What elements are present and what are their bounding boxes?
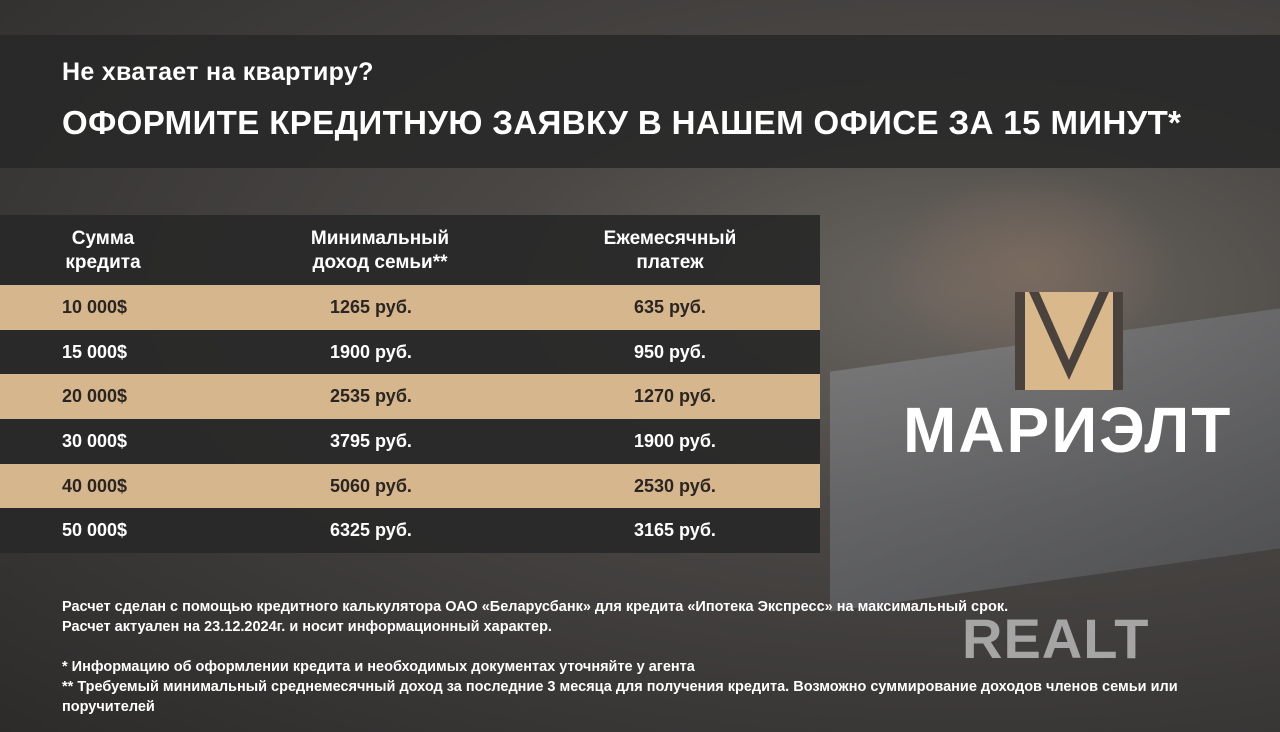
- header-loan-amount: Сумма кредита: [65, 228, 141, 273]
- note-asterisk: * Информацию об оформлении кредита и нео…: [62, 659, 695, 675]
- note-calc: Расчет сделан с помощью кредитного кальк…: [62, 599, 1009, 615]
- cell-monthly-payment: 1900 руб.: [634, 431, 716, 452]
- banner-headline: ОФОРМИТЕ КРЕДИТНУЮ ЗАЯВКУ В НАШЕМ ОФИСЕ …: [62, 104, 1182, 141]
- cell-min-income: 1265 руб.: [330, 297, 412, 317]
- cell-min-income: 3795 руб.: [330, 431, 412, 452]
- header-min-income: Минимальный доход семьи**: [310, 228, 450, 273]
- cell-loan-amount: 50 000$: [62, 520, 128, 541]
- note-double-asterisk: ** Требуемый минимальный среднемесячный …: [62, 679, 1178, 715]
- cell-monthly-payment: 950 руб.: [634, 341, 706, 362]
- marielt-logo-icon: [1015, 292, 1123, 390]
- cell-min-income: 6325 руб.: [330, 520, 412, 541]
- cell-monthly-payment: 3165 руб.: [634, 520, 716, 541]
- cell-monthly-payment: 1270 руб.: [634, 386, 716, 407]
- table-row: 10 000$ 1265 руб. 635 руб.: [0, 285, 820, 330]
- cell-loan-amount: 30 000$: [62, 431, 128, 452]
- note-date: Расчет актуален на 23.12.2024г. и носит …: [62, 619, 552, 635]
- footnotes: Расчет сделан с помощью кредитного кальк…: [62, 597, 1252, 717]
- cell-monthly-payment: 2530 руб.: [634, 475, 716, 496]
- cell-loan-amount: 40 000$: [62, 475, 128, 496]
- cell-min-income: 5060 руб.: [330, 475, 412, 496]
- brand-name: МАРИЭЛТ: [903, 394, 1233, 466]
- cell-min-income: 2535 руб.: [330, 386, 412, 407]
- banner-question: Не хватает на квартиру?: [62, 58, 374, 86]
- table-row: 15 000$ 1900 руб. 950 руб.: [0, 329, 820, 375]
- table-row: 30 000$ 3795 руб. 1900 руб.: [0, 419, 820, 464]
- cell-loan-amount: 15 000$: [62, 341, 128, 362]
- header-monthly-payment: Ежемесячный платеж: [603, 228, 737, 273]
- table-row: 20 000$ 2535 руб. 1270 руб.: [0, 374, 820, 420]
- table-row: 50 000$ 6325 руб. 3165 руб.: [0, 508, 820, 554]
- cell-loan-amount: 10 000$: [62, 297, 128, 317]
- cell-monthly-payment: 635 руб.: [634, 297, 706, 317]
- table-row: 40 000$ 5060 руб. 2530 руб.: [0, 463, 820, 509]
- loan-table: Сумма кредита Минимальный доход семьи** …: [0, 215, 820, 554]
- cell-min-income: 1900 руб.: [330, 341, 412, 362]
- cell-loan-amount: 20 000$: [62, 386, 128, 407]
- realt-watermark: REALT: [962, 607, 1150, 670]
- headline-banner: [0, 35, 1280, 168]
- table-header: Сумма кредита Минимальный доход семьи** …: [0, 215, 820, 285]
